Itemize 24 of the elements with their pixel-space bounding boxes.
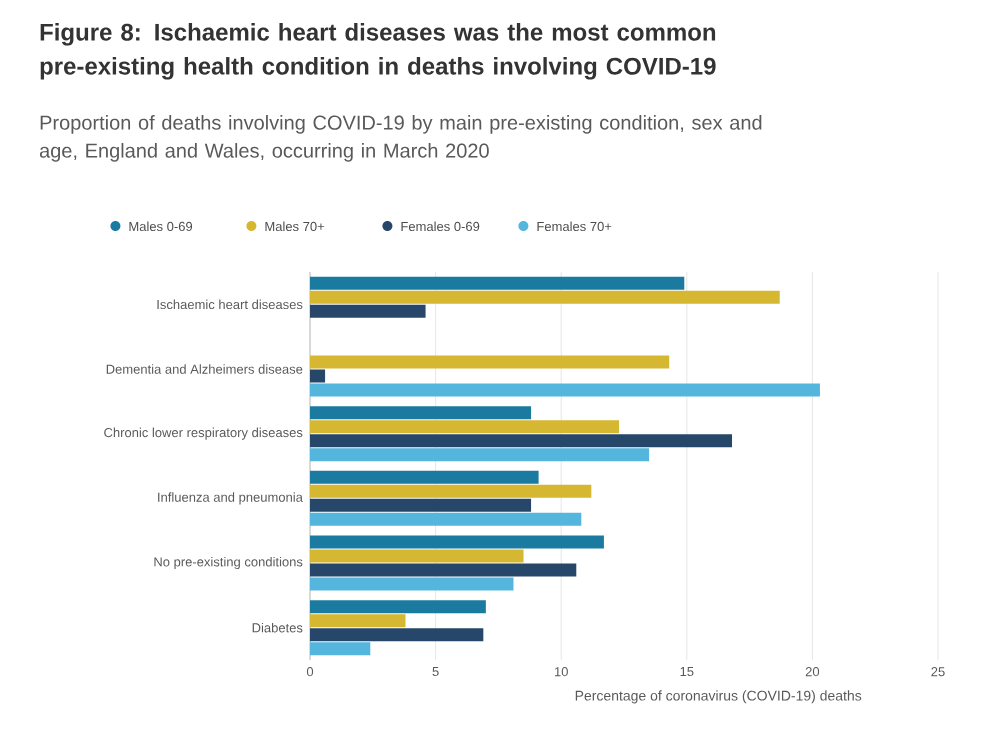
bar — [310, 484, 592, 498]
bar — [310, 600, 486, 614]
bar — [310, 290, 780, 304]
chart-subtitle: Proportion of deaths involving COVID-19 by main pre-existing condition, sex and age, England and Wales, occurring in March 2020 — [39, 115, 762, 162]
bar — [310, 420, 619, 434]
bar — [310, 276, 685, 290]
bar — [310, 383, 820, 397]
bar — [310, 304, 426, 318]
bar — [310, 628, 484, 642]
bar — [310, 512, 582, 526]
bar — [310, 535, 604, 549]
bar — [310, 549, 524, 563]
bar — [310, 355, 670, 369]
bar — [310, 448, 650, 462]
bar — [310, 642, 371, 656]
bar — [310, 577, 514, 591]
bar — [310, 470, 539, 484]
bar — [310, 406, 532, 420]
bar — [310, 614, 406, 628]
bar — [310, 563, 577, 577]
bar — [310, 498, 532, 512]
chart-title: Figure 8: Ischaemic heart diseases was the most common pre-existing health condition in deaths involving COVID-19 — [40, 23, 716, 80]
bar — [310, 369, 326, 383]
bar — [310, 434, 733, 448]
